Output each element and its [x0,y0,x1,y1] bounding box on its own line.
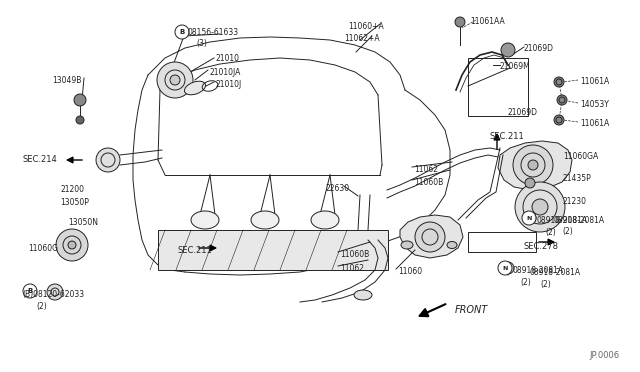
Circle shape [554,115,564,125]
Ellipse shape [401,241,413,249]
Circle shape [415,222,445,252]
Text: B: B [28,288,33,294]
Text: 11060+A: 11060+A [348,22,384,31]
Bar [468,58,528,116]
Text: 11062+A: 11062+A [344,34,380,43]
Circle shape [522,211,536,225]
Text: SEC.211: SEC.211 [178,246,212,255]
Text: 21435P: 21435P [563,174,592,183]
Text: SEC.278: SEC.278 [524,242,559,251]
Text: (2): (2) [545,228,556,237]
Circle shape [515,182,565,232]
Circle shape [501,43,515,57]
Text: 11061AA: 11061AA [470,17,505,26]
Text: 11060: 11060 [398,267,422,276]
Text: 11062: 11062 [414,165,438,174]
Text: JP.0006: JP.0006 [590,351,620,360]
Ellipse shape [184,81,205,95]
Circle shape [455,17,465,27]
Circle shape [532,199,548,215]
Circle shape [557,95,567,105]
Ellipse shape [447,241,457,248]
Text: (3): (3) [196,39,207,48]
Text: 08918-2081A: 08918-2081A [537,216,588,225]
Text: 13050N: 13050N [68,218,98,227]
Text: 11060G: 11060G [28,244,58,253]
Text: 11060B: 11060B [414,178,444,187]
Text: 08156-61633: 08156-61633 [188,28,239,37]
Bar [468,232,536,252]
Text: N: N [526,215,532,221]
Text: 22630: 22630 [326,184,350,193]
Text: (B)08120-62033: (B)08120-62033 [22,290,84,299]
Circle shape [513,145,553,185]
Bar [158,230,388,270]
Circle shape [527,215,533,221]
Text: 08918-2081A: 08918-2081A [513,266,564,275]
Text: (2): (2) [562,227,573,236]
Text: B: B [179,29,184,35]
Ellipse shape [311,211,339,229]
Text: 11061A: 11061A [580,77,609,86]
Text: 21069D: 21069D [508,108,538,117]
Ellipse shape [354,290,372,300]
Ellipse shape [251,211,279,229]
Text: 21069D: 21069D [524,44,554,53]
Text: 21069M: 21069M [500,62,531,71]
Circle shape [56,229,88,261]
Text: 21010J: 21010J [216,80,243,89]
Circle shape [505,265,511,271]
Text: 11062: 11062 [340,264,364,273]
Text: 21010: 21010 [216,54,240,63]
Text: 11060GA: 11060GA [563,152,598,161]
Circle shape [524,212,536,224]
Circle shape [554,77,564,87]
Circle shape [525,178,535,188]
Text: SEC.214: SEC.214 [22,155,57,164]
Text: 21010JA: 21010JA [210,68,241,77]
Circle shape [175,25,189,39]
Text: 21200: 21200 [60,185,84,194]
Text: N: N [502,266,508,270]
Text: 08918-2081A: 08918-2081A [530,268,581,277]
Text: (2): (2) [520,278,531,287]
Circle shape [23,284,37,298]
Ellipse shape [191,211,219,229]
Circle shape [157,62,193,98]
Text: 11060B: 11060B [340,250,369,259]
Text: (2): (2) [540,280,551,289]
Circle shape [502,262,514,274]
Text: 08918-2081A: 08918-2081A [554,216,605,225]
Text: 21230: 21230 [563,197,587,206]
Circle shape [76,116,84,124]
Polygon shape [400,215,463,258]
Text: 14053Y: 14053Y [580,100,609,109]
Text: 11061A: 11061A [580,119,609,128]
Text: SEC.211: SEC.211 [490,132,525,141]
Text: 13049B: 13049B [52,76,81,85]
Circle shape [74,94,86,106]
Circle shape [68,241,76,249]
Text: (2): (2) [36,302,47,311]
Text: FRONT: FRONT [455,305,488,315]
Circle shape [170,75,180,85]
Circle shape [498,261,512,275]
Circle shape [528,160,538,170]
Text: 13050P: 13050P [60,198,89,207]
Circle shape [96,148,120,172]
Polygon shape [498,141,572,190]
Circle shape [47,284,63,300]
